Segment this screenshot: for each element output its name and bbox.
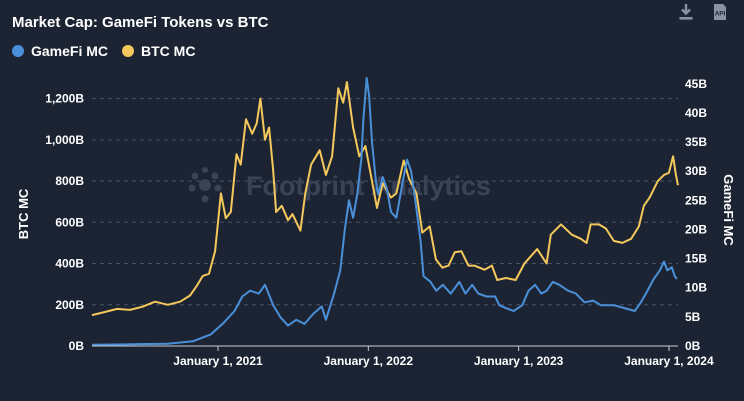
x-tick-label: January 1, 2024 (624, 354, 714, 368)
api-icon-label: API (715, 11, 726, 18)
download-icon (679, 4, 693, 20)
watermark-text: Footprint Analytics (246, 171, 491, 201)
y-left-tick-label: 600B (55, 215, 84, 229)
y-left-tick-label: 200B (55, 298, 84, 312)
y-left-axis-title: BTC MC (16, 188, 31, 239)
y-right-tick-label: 20B (685, 222, 707, 236)
y-right-tick-label: 30B (685, 164, 707, 178)
legend-swatch-btc (122, 45, 135, 57)
y-right-tick-label: 5B (685, 310, 701, 324)
download-button[interactable] (676, 3, 696, 21)
legend-item-btc[interactable]: BTC MC (122, 43, 195, 59)
watermark: Footprint Analytics (188, 167, 491, 203)
y-right-tick-label: 40B (685, 106, 707, 120)
legend-label-gamefi: GameFi MC (31, 43, 109, 59)
x-tick-label: January 1, 2023 (474, 354, 564, 368)
y-left-tick-label: 0B (69, 339, 85, 353)
axes: 0B 200B 400B 600B 800B 1,000B 1,200B 0B 5B 10B 15B… (45, 77, 714, 368)
series-layer (91, 77, 679, 346)
grid-lines (92, 98, 678, 306)
y-right-tick-label: 15B (685, 252, 707, 266)
legend-swatch-gamefi (12, 45, 24, 57)
y-left-tick-label: 1,000B (45, 133, 84, 147)
watermark-logo-icon (188, 167, 222, 203)
y-right-tick-label: 10B (685, 281, 707, 295)
chart-title: Market Cap: GameFi Tokens vs BTC (12, 14, 269, 31)
y-left-tick-label: 1,200B (45, 92, 84, 106)
y-right-axis-title: GameFi MC (721, 174, 736, 246)
y-left-tick-label: 800B (55, 174, 84, 188)
x-tick-label: January 1, 2022 (324, 354, 414, 368)
y-left-tick-label: 400B (55, 257, 84, 271)
y-right-tick-label: 25B (685, 193, 707, 207)
y-right-tick-label: 35B (685, 135, 707, 149)
y-right-tick-label: 45B (685, 77, 707, 91)
api-icon: API (714, 4, 726, 20)
series-line-btc[interactable] (91, 81, 679, 317)
legend: GameFi MC BTC MC (12, 43, 209, 59)
x-tick-label: January 1, 2021 (173, 354, 263, 368)
chart-toolbar: API (662, 3, 730, 21)
series-line-gamefi[interactable] (91, 77, 678, 346)
legend-item-gamefi[interactable]: GameFi MC (12, 43, 108, 59)
legend-label-btc: BTC MC (141, 43, 196, 59)
api-button[interactable]: API (710, 3, 730, 21)
y-right-tick-label: 0B (685, 339, 701, 353)
